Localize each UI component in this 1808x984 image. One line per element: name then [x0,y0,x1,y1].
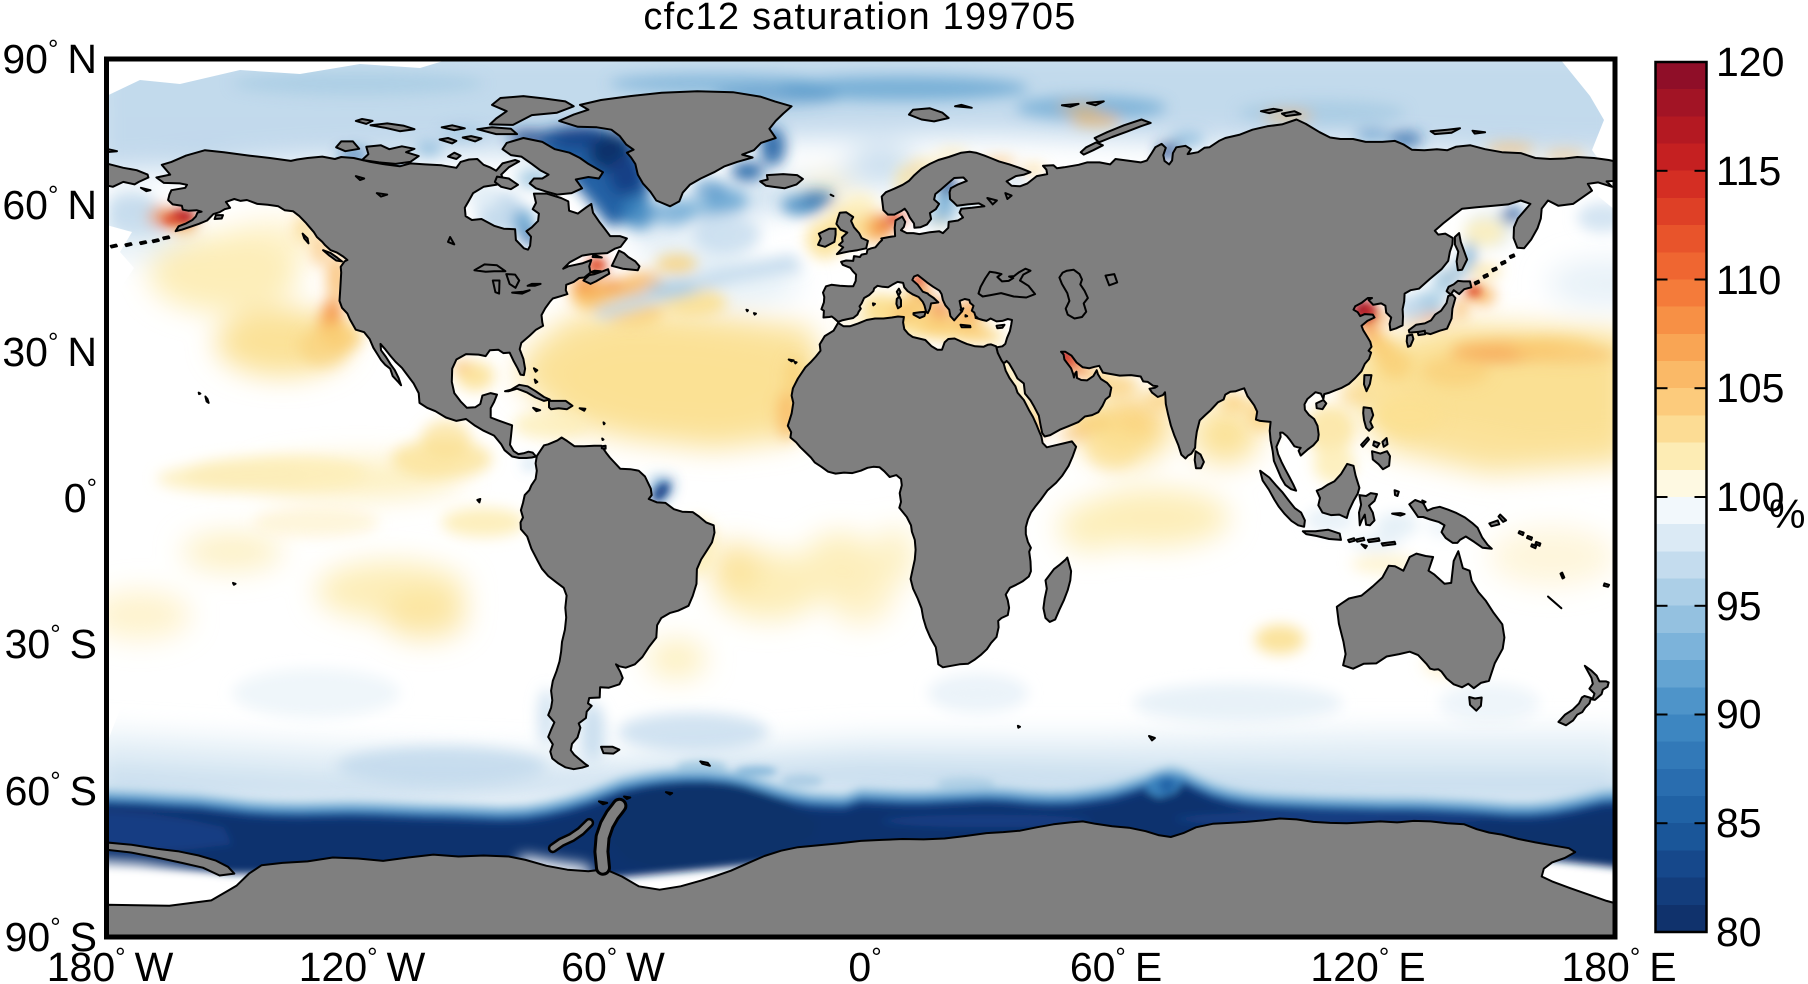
svg-text:120°W: 120° W [299,942,426,984]
svg-text:180°E: 180° E [1561,942,1676,984]
svg-text:90°N: 90° N [2,34,97,82]
svg-text:90: 90 [1716,691,1762,737]
svg-text:60°W: 60° W [561,942,665,984]
svg-text:120: 120 [1716,39,1784,85]
svg-text:80: 80 [1716,909,1762,955]
svg-text:110: 110 [1716,257,1781,303]
svg-text:180°W: 180° W [47,942,174,984]
svg-text:95: 95 [1716,583,1762,629]
svg-text:115: 115 [1716,148,1781,194]
svg-text:90°S: 90° S [5,912,97,960]
svg-text:%: % [1769,491,1805,537]
svg-text:85: 85 [1716,800,1762,846]
svg-text:105: 105 [1716,365,1784,411]
svg-text:100: 100 [1716,474,1784,520]
svg-text:120°E: 120° E [1310,942,1425,984]
svg-text:cfc12 saturation 199705: cfc12 saturation 199705 [643,0,1076,38]
